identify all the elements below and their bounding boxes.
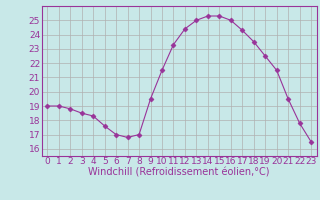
X-axis label: Windchill (Refroidissement éolien,°C): Windchill (Refroidissement éolien,°C): [88, 168, 270, 178]
